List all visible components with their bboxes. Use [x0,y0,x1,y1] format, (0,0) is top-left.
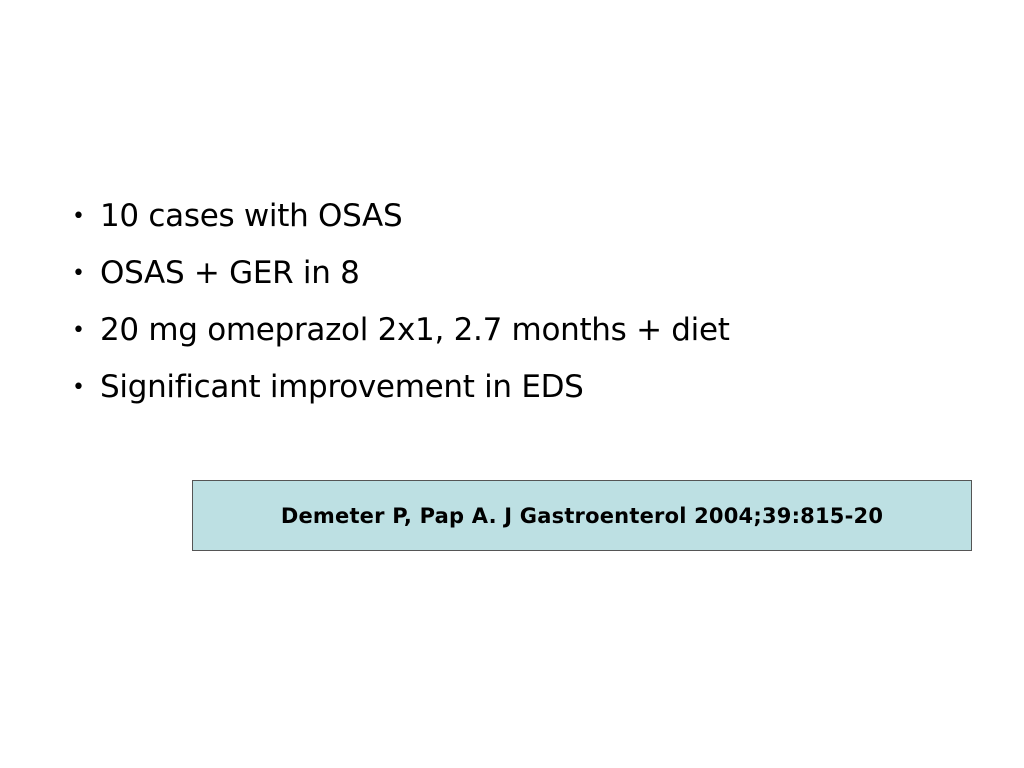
bullet-icon: • [72,261,85,286]
bullet-text: Significant improvement in EDS [100,369,584,405]
bullet-item: • OSAS + GER in 8 [72,245,730,302]
bullet-item: • 20 mg omeprazol 2x1, 2.7 months + diet [72,302,730,359]
bullet-icon: • [72,204,85,229]
bullet-list: • 10 cases with OSAS • OSAS + GER in 8 • 20… [72,188,730,416]
bullet-text: 20 mg omeprazol 2x1, 2.7 months + diet [100,312,730,348]
bullet-item: • 10 cases with OSAS [72,188,730,245]
bullet-text: OSAS + GER in 8 [100,255,360,291]
bullet-text: 10 cases with OSAS [100,198,403,234]
citation-text: Demeter P, Pap A. J Gastroenterol 2004;3… [280,503,884,528]
citation-box: Demeter P, Pap A. J Gastroenterol 2004;3… [192,480,972,551]
bullet-icon: • [72,375,85,400]
bullet-icon: • [72,318,85,343]
bullet-item: • Significant improvement in EDS [72,359,730,416]
